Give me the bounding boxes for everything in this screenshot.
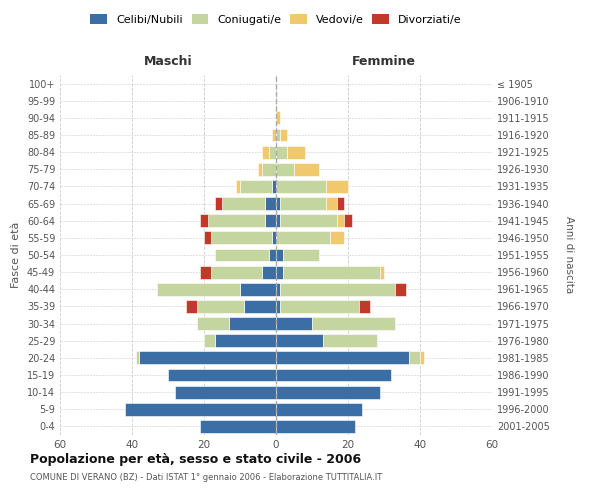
Bar (420, 352, 424, 364)
Bar (276, 266, 283, 278)
Bar (276, 368, 391, 382)
Bar (197, 300, 244, 313)
Bar (222, 197, 265, 210)
Bar (359, 300, 370, 313)
Bar (276, 420, 355, 433)
Text: Popolazione per età, sesso e stato civile - 2006: Popolazione per età, sesso e stato civil… (30, 452, 361, 466)
Bar (229, 317, 276, 330)
Bar (215, 197, 222, 210)
Bar (280, 128, 287, 141)
Bar (269, 248, 276, 262)
Bar (276, 300, 280, 313)
Bar (215, 248, 269, 262)
Bar (395, 283, 406, 296)
Legend: Celibi/Nubili, Coniugati/e, Vedovi/e, Divorziati/e: Celibi/Nubili, Coniugati/e, Vedovi/e, Di… (87, 10, 465, 28)
Bar (175, 386, 276, 398)
Bar (276, 403, 362, 415)
Bar (276, 232, 330, 244)
Bar (294, 163, 319, 175)
Bar (272, 128, 276, 141)
Bar (262, 266, 276, 278)
Bar (280, 283, 395, 296)
Bar (276, 128, 280, 141)
Bar (276, 352, 409, 364)
Bar (208, 214, 265, 227)
Bar (211, 266, 262, 278)
Bar (283, 248, 319, 262)
Bar (262, 163, 276, 175)
Bar (136, 352, 139, 364)
Bar (409, 352, 420, 364)
Bar (276, 163, 294, 175)
Text: COMUNE DI VERANO (BZ) - Dati ISTAT 1° gennaio 2006 - Elaborazione TUTTITALIA.IT: COMUNE DI VERANO (BZ) - Dati ISTAT 1° ge… (30, 472, 382, 482)
Bar (240, 180, 272, 193)
Bar (265, 214, 276, 227)
Bar (280, 300, 359, 313)
Bar (276, 214, 280, 227)
Bar (330, 232, 344, 244)
Bar (236, 180, 240, 193)
Bar (276, 317, 312, 330)
Text: Femmine: Femmine (352, 55, 416, 68)
Bar (265, 197, 276, 210)
Bar (168, 368, 276, 382)
Bar (157, 283, 240, 296)
Bar (276, 283, 280, 296)
Bar (276, 334, 323, 347)
Bar (272, 180, 276, 193)
Bar (262, 146, 269, 158)
Bar (276, 197, 280, 210)
Y-axis label: Fasce di età: Fasce di età (11, 222, 21, 288)
Y-axis label: Anni di nascita: Anni di nascita (563, 216, 574, 294)
Bar (276, 146, 287, 158)
Bar (380, 266, 384, 278)
Bar (326, 180, 348, 193)
Bar (258, 163, 262, 175)
Bar (344, 214, 352, 227)
Bar (283, 266, 380, 278)
Bar (244, 300, 276, 313)
Bar (276, 180, 326, 193)
Bar (197, 317, 229, 330)
Bar (272, 232, 276, 244)
Bar (139, 352, 276, 364)
Bar (211, 232, 272, 244)
Bar (337, 197, 344, 210)
Bar (200, 420, 276, 433)
Bar (323, 334, 377, 347)
Bar (276, 248, 283, 262)
Bar (326, 197, 337, 210)
Bar (280, 214, 337, 227)
Bar (240, 283, 276, 296)
Bar (269, 146, 276, 158)
Bar (312, 317, 395, 330)
Bar (287, 146, 305, 158)
Bar (337, 214, 344, 227)
Bar (204, 232, 211, 244)
Text: Maschi: Maschi (143, 55, 193, 68)
Bar (215, 334, 276, 347)
Bar (200, 214, 208, 227)
Bar (200, 266, 211, 278)
Bar (276, 386, 380, 398)
Bar (280, 197, 326, 210)
Bar (186, 300, 197, 313)
Bar (204, 334, 215, 347)
Bar (125, 403, 276, 415)
Bar (276, 112, 280, 124)
